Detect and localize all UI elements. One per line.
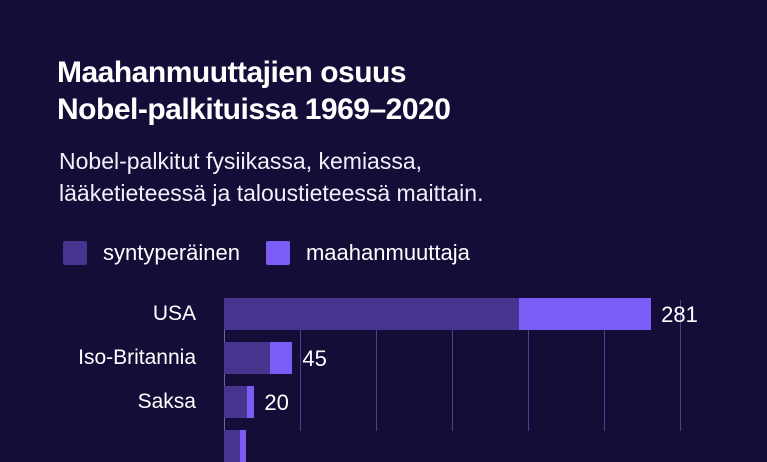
gridline (528, 300, 529, 431)
bar-segment-native (224, 430, 240, 462)
value-label: 20 (264, 390, 289, 415)
bar-segment-native (224, 386, 247, 418)
legend-swatch-immigrant (265, 241, 290, 265)
bar-chart: USA 281 Iso-Britannia 45 Saksa 20 (0, 290, 767, 462)
bar-row-usa: USA 281 (0, 298, 767, 330)
bar-row-partial (0, 430, 767, 462)
chart-title: Maahanmuuttajien osuus Nobel-palkituissa… (57, 54, 451, 128)
chart-subtitle: Nobel-palkitut fysiikassa, kemiassa, lää… (59, 145, 483, 209)
bar-segment-immigrant (246, 386, 255, 418)
bar-segment-immigrant (269, 342, 293, 374)
category-label: Iso-Britannia (78, 346, 196, 369)
value-label: 45 (302, 346, 327, 371)
bar-row-uk: Iso-Britannia 45 (0, 342, 767, 374)
legend-swatch-native (63, 241, 87, 265)
bar-segment-immigrant (240, 430, 246, 462)
subtitle-line-2: lääketieteessä ja taloustieteessä maitta… (59, 180, 484, 206)
legend-item-immigrant: maahanmuuttaja (265, 240, 470, 266)
gridline (452, 300, 453, 431)
title-line-1: Maahanmuuttajien osuus (57, 56, 407, 89)
bar-segment-native (224, 342, 270, 374)
legend-label-native: syntyperäinen (103, 240, 240, 265)
gridline (604, 300, 605, 431)
bar-segment-native (224, 298, 519, 330)
legend: syntyperäinen maahanmuuttaja (63, 240, 496, 266)
gridline (680, 300, 681, 431)
title-line-2: Nobel-palkituissa 1969–2020 (57, 93, 451, 126)
stacked-bar (224, 386, 255, 418)
gridline (376, 300, 377, 431)
value-label: 281 (661, 302, 698, 327)
legend-label-immigrant: maahanmuuttaja (305, 240, 470, 265)
bar-segment-immigrant (518, 298, 652, 330)
bar-row-germany: Saksa 20 (0, 386, 767, 418)
subtitle-line-1: Nobel-palkitut fysiikassa, kemiassa, (59, 148, 423, 174)
legend-item-native: syntyperäinen (63, 240, 240, 266)
category-label: USA (152, 302, 196, 325)
category-label: Saksa (137, 390, 196, 413)
stacked-bar-partial (224, 430, 246, 462)
stacked-bar (224, 342, 293, 374)
stacked-bar (224, 298, 652, 330)
gridline (300, 300, 301, 431)
